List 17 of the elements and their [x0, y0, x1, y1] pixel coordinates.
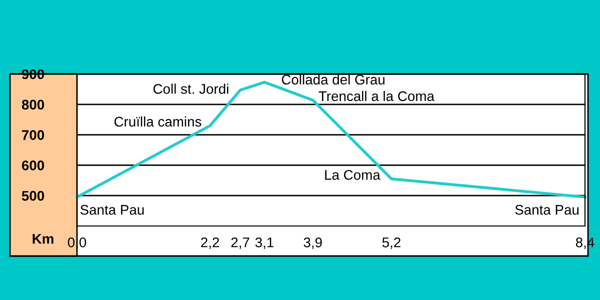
x-tick-label: 2,2 [201, 237, 220, 249]
y-tick-label: 800 [22, 100, 44, 110]
x-axis-title: Km [32, 234, 54, 244]
annotation: Trencall a la Coma [318, 90, 434, 102]
annotation: Santa Pau [515, 204, 579, 215]
x-tick-label: 2,7 [231, 237, 250, 249]
annotation: Santa Pau [80, 204, 144, 215]
annotation: Collada del Grau [282, 74, 384, 85]
annotation: La Coma [325, 170, 380, 180]
y-tick-label: 700 [22, 130, 44, 140]
annotation: Coll st. Jordi [153, 84, 228, 94]
x-tick-label: 3,9 [304, 237, 322, 249]
annotation: Cruïlla camins [114, 116, 202, 127]
y-tick-label: 600 [22, 160, 44, 170]
x-tick-label: 3,1 [255, 237, 274, 249]
x-tick-label: 5,2 [382, 237, 400, 249]
y-tick-label: 500 [22, 190, 44, 201]
